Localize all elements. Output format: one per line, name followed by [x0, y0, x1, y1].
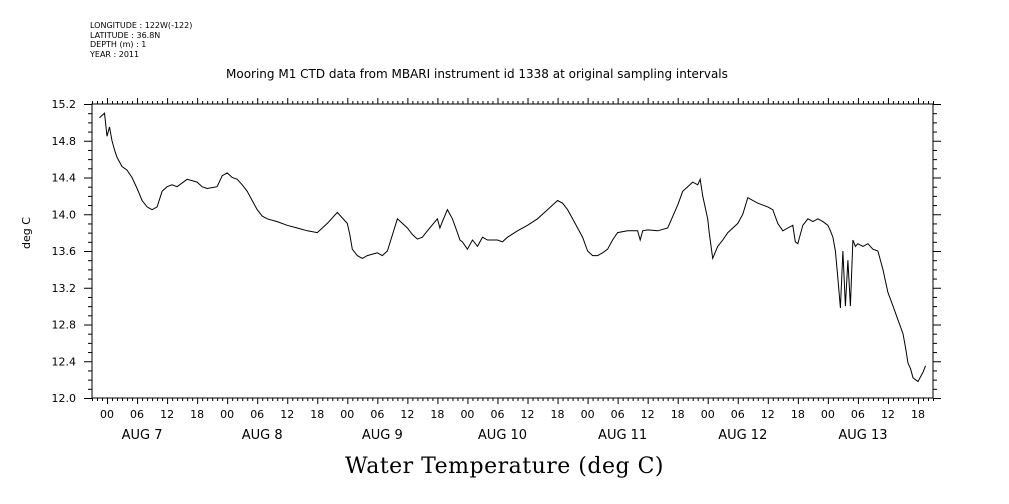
x-tick-label: 06: [611, 408, 625, 421]
x-tick-label: 18: [310, 408, 324, 421]
plot-frame: [91, 103, 934, 399]
x-tick-label: 06: [851, 408, 865, 421]
chart-series: [99, 112, 926, 383]
x-tick-label: 06: [250, 408, 264, 421]
x-day-label: AUG 13: [838, 428, 887, 443]
x-axis-label: Water Temperature (deg C): [345, 454, 664, 479]
y-tick-label: 12.0: [52, 392, 77, 405]
x-tick-label: 12: [881, 408, 895, 421]
x-tick-label: 00: [821, 408, 835, 421]
y-tick-label: 14.4: [52, 172, 77, 185]
x-tick-label: 00: [220, 408, 234, 421]
x-day-label: AUG 11: [598, 428, 647, 443]
x-tick-label: 06: [370, 408, 384, 421]
x-tick-label: 18: [430, 408, 444, 421]
y-tick-label: 13.6: [52, 245, 77, 258]
x-day-label: AUG 12: [718, 428, 767, 443]
x-tick-label: 12: [761, 408, 775, 421]
x-tick-label: 12: [160, 408, 174, 421]
x-tick-label: 18: [671, 408, 685, 421]
y-tick-label: 13.2: [52, 282, 77, 295]
x-tick-label: 18: [791, 408, 805, 421]
x-tick-label: 00: [460, 408, 474, 421]
x-tick-label: 12: [641, 408, 655, 421]
chart-axes: [91, 103, 934, 399]
y-tick-label: 12.4: [52, 355, 77, 368]
meta-latitude: LATITUDE : 36.8N: [90, 30, 161, 40]
x-tick-label: 06: [731, 408, 745, 421]
y-tick-label: 14.8: [52, 135, 77, 148]
x-tick-label: 18: [551, 408, 565, 421]
x-tick-label: 12: [400, 408, 414, 421]
meta-year: YEAR : 2011: [90, 49, 140, 59]
meta-depth: DEPTH (m) : 1: [90, 40, 147, 49]
x-tick-label: 00: [100, 408, 114, 421]
x-day-label: AUG 8: [242, 428, 283, 443]
x-tick-label: 00: [701, 408, 715, 421]
x-day-label: AUG 10: [478, 428, 527, 443]
x-tick-label: 00: [340, 408, 354, 421]
x-tick-label: 18: [190, 408, 204, 421]
y-tick-label: 15.2: [52, 98, 77, 111]
y-tick-label: 14.0: [52, 208, 77, 221]
x-tick-label: 00: [581, 408, 595, 421]
chart-ticks: 00 06 12 18 AUG 7 00 06 12 18 AUG 8 00 06 12 18 AUG 9 0…: [52, 98, 941, 443]
x-tick-label: 12: [280, 408, 294, 421]
x-tick-label: 06: [130, 408, 144, 421]
meta-longitude: LONGITUDE : 122W(-122): [90, 21, 193, 30]
y-tick-label: 12.8: [52, 319, 77, 332]
chart-title: Mooring M1 CTD data from MBARI instrumen…: [226, 67, 728, 81]
x-tick-label: 18: [911, 408, 925, 421]
x-day-label: AUG 9: [362, 428, 403, 443]
x-tick-label: 06: [490, 408, 504, 421]
x-tick-label: 12: [521, 408, 535, 421]
series-line-0: [99, 112, 926, 383]
x-day-label: AUG 7: [122, 428, 163, 443]
